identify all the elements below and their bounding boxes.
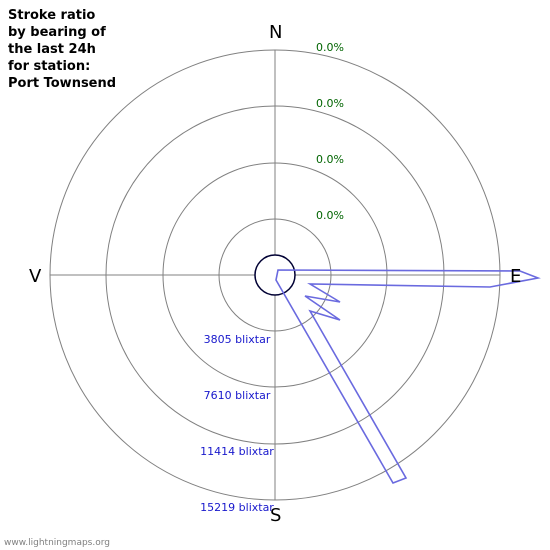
inner-hole (255, 255, 295, 295)
ring-label-top-2: 0.0% (316, 153, 344, 166)
chart-title: Stroke ratio by bearing of the last 24h … (8, 8, 116, 92)
ring-label-top-1: 0.0% (316, 209, 344, 222)
ring-label-bot-4: 15219 blixtar (200, 501, 274, 514)
compass-n: N (269, 22, 282, 43)
ring-label-top-4: 0.0% (316, 41, 344, 54)
ring-label-bot-2: 7610 blixtar (204, 389, 271, 402)
ring-label-bot-3: 11414 blixtar (200, 445, 274, 458)
ring-label-bot-1: 3805 blixtar (204, 333, 271, 346)
ring-label-top-3: 0.0% (316, 97, 344, 110)
compass-w: V (29, 266, 41, 287)
compass-e: E (510, 266, 521, 287)
footer-credit: www.lightningmaps.org (4, 538, 110, 548)
